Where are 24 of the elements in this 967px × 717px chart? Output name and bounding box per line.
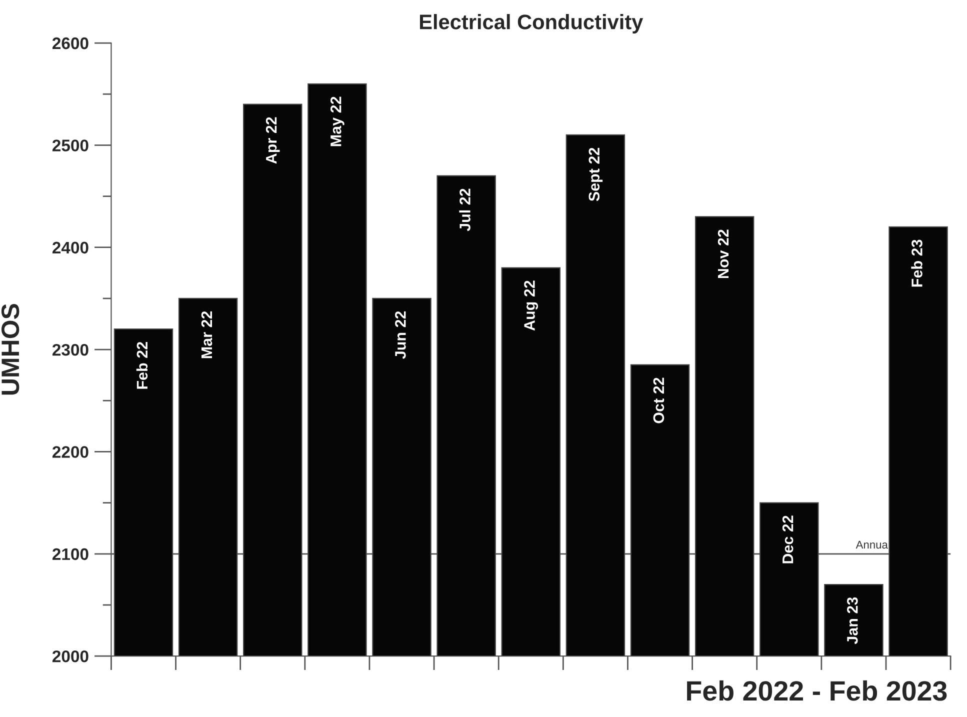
x-axis-title: Feb 2022 - Feb 2023 — [687, 680, 947, 701]
y-tick-label: 2000 — [52, 650, 88, 662]
ref-line-label: Annua — [856, 540, 888, 549]
x-tick-label: Apr 22 — [266, 117, 280, 164]
x-tick-label: Aug 22 — [524, 280, 538, 331]
x-tick-label: Nov 22 — [718, 230, 729, 278]
x-tick-label: Dec 22 — [782, 516, 794, 564]
y-tick-label: 2200 — [52, 446, 88, 458]
x-tick-label: Feb 23 — [911, 240, 922, 287]
chart-title: Electrical Conductivity — [420, 14, 644, 34]
x-tick-label: Jun 22 — [395, 311, 406, 359]
x-tick-label: Sept 22 — [588, 148, 603, 202]
x-tick-label: Mar 22 — [201, 311, 212, 358]
y-tick-label: 2600 — [52, 37, 88, 50]
x-tick-label: Jan 23 — [846, 597, 858, 644]
y-axis-title: UMHOS — [1, 304, 20, 395]
x-tick-label: Jul 22 — [459, 188, 470, 232]
x-tick-label: Oct 22 — [653, 378, 664, 424]
y-tick-label: 2300 — [52, 344, 88, 356]
x-tick-label: Feb 22 — [136, 342, 148, 389]
y-tick-label: 2100 — [52, 548, 88, 560]
y-tick-label: 2400 — [52, 242, 88, 254]
x-tick-label: May 22 — [330, 96, 344, 146]
y-tick-label: 2500 — [52, 140, 88, 152]
